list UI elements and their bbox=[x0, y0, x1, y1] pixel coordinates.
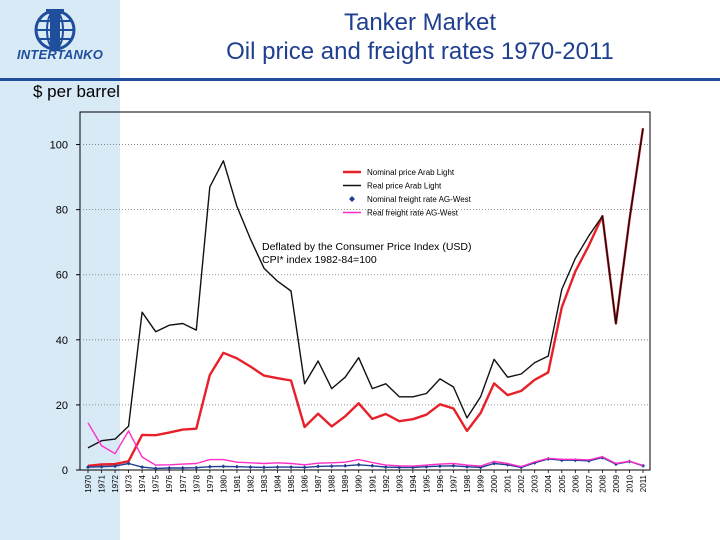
data-point bbox=[167, 466, 172, 471]
x-tick-label: 1972 bbox=[111, 474, 120, 492]
data-point bbox=[289, 465, 294, 470]
data-point bbox=[153, 466, 158, 471]
data-point bbox=[343, 463, 348, 468]
data-point bbox=[261, 465, 266, 470]
x-tick-label: 1987 bbox=[314, 474, 323, 492]
legend-label: Real price Arab Light bbox=[367, 182, 442, 191]
x-tick-label: 2001 bbox=[504, 474, 513, 492]
x-tick-label: 1976 bbox=[165, 474, 174, 492]
x-tick-label: 1990 bbox=[355, 474, 364, 492]
x-tick-label: 2004 bbox=[544, 474, 553, 492]
x-tick-label: 1971 bbox=[98, 474, 107, 492]
data-point bbox=[356, 462, 361, 467]
data-point bbox=[316, 464, 321, 469]
page-title: Tanker Market Oil price and freight rate… bbox=[130, 8, 710, 66]
brand-panel bbox=[0, 0, 120, 540]
header-rule bbox=[0, 78, 720, 81]
x-tick-label: 2007 bbox=[585, 474, 594, 492]
data-point bbox=[451, 463, 456, 468]
x-tick-label: 1973 bbox=[125, 474, 134, 492]
data-point bbox=[329, 464, 334, 469]
data-point bbox=[234, 464, 239, 469]
data-point bbox=[113, 464, 118, 469]
data-point bbox=[275, 465, 280, 470]
x-tick-label: 2009 bbox=[612, 474, 621, 492]
x-tick-label: 1977 bbox=[179, 474, 188, 492]
x-tick-label: 1999 bbox=[477, 474, 486, 492]
x-tick-label: 1991 bbox=[368, 474, 377, 492]
title-line-1: Tanker Market bbox=[343, 9, 497, 36]
x-tick-label: 2011 bbox=[639, 474, 648, 492]
x-tick-label: 1981 bbox=[233, 474, 242, 492]
x-tick-label: 1998 bbox=[463, 474, 472, 492]
x-tick-label: 2006 bbox=[571, 474, 580, 492]
y-tick-label: 80 bbox=[56, 205, 68, 217]
x-tick-label: 1979 bbox=[206, 474, 215, 492]
x-tick-label: 2000 bbox=[490, 474, 499, 492]
data-point bbox=[99, 464, 104, 469]
data-point bbox=[180, 466, 185, 471]
series-line bbox=[87, 422, 644, 468]
y-tick-label: 0 bbox=[62, 465, 68, 477]
plot-frame bbox=[79, 111, 651, 471]
title-line-2: Oil price and freight rates 1970-2011 bbox=[226, 38, 614, 65]
data-point bbox=[221, 464, 226, 469]
x-tick-label: 1994 bbox=[409, 474, 418, 492]
x-tick-label: 2003 bbox=[531, 474, 540, 492]
data-point bbox=[370, 463, 375, 468]
x-tick-label: 1988 bbox=[328, 474, 337, 492]
y-tick-label: 60 bbox=[56, 270, 68, 282]
x-tick-label: 1974 bbox=[138, 474, 147, 492]
data-point bbox=[383, 465, 388, 470]
x-tick-label: 1982 bbox=[246, 474, 255, 492]
legend-label: Nominal price Arab Light bbox=[367, 168, 455, 177]
x-tick-label: 1970 bbox=[84, 474, 93, 492]
x-tick-label: 1992 bbox=[382, 474, 391, 492]
x-tick-label: 1985 bbox=[287, 474, 296, 492]
data-point bbox=[302, 465, 307, 470]
data-point bbox=[437, 464, 442, 469]
x-tick-label: 1997 bbox=[449, 474, 458, 492]
logo-text: INTERTANKO bbox=[16, 47, 104, 62]
series-line bbox=[87, 128, 644, 449]
y-tick-label: 40 bbox=[56, 335, 68, 347]
x-tick-label: 1984 bbox=[274, 474, 283, 492]
y-tick-label: 100 bbox=[50, 140, 68, 152]
chart-annotation: CPI* index 1982-84=100 bbox=[262, 254, 377, 266]
x-tick-label: 1995 bbox=[422, 474, 431, 492]
data-point bbox=[86, 465, 90, 470]
x-tick-label: 2008 bbox=[598, 474, 607, 492]
globe-icon bbox=[34, 9, 76, 51]
x-tick-label: 1993 bbox=[395, 474, 404, 492]
legend-swatch bbox=[349, 196, 355, 202]
x-tick-label: 2010 bbox=[625, 474, 634, 492]
x-tick-label: 1986 bbox=[301, 474, 310, 492]
x-tick-label: 1996 bbox=[436, 474, 445, 492]
legend-label: Nominal freight rate AG-West bbox=[367, 195, 472, 204]
y-axis-label: $ per barrel bbox=[33, 82, 120, 101]
x-tick-label: 1975 bbox=[152, 474, 161, 492]
data-point bbox=[248, 465, 253, 470]
series-line bbox=[87, 128, 645, 467]
intertanko-logo bbox=[5, 8, 117, 74]
data-point bbox=[207, 464, 212, 469]
legend-label: Real freight rate AG-West bbox=[367, 209, 459, 218]
x-tick-label: 2005 bbox=[558, 474, 567, 492]
x-tick-label: 1978 bbox=[192, 474, 201, 492]
x-tick-label: 1989 bbox=[341, 474, 350, 492]
chart-annotation: Deflated by the Consumer Price Index (US… bbox=[262, 241, 472, 253]
data-point bbox=[194, 465, 199, 470]
data-point bbox=[126, 461, 131, 466]
y-tick-label: 20 bbox=[56, 400, 68, 412]
x-tick-label: 1980 bbox=[219, 474, 228, 492]
x-tick-label: 2002 bbox=[517, 474, 526, 492]
x-tick-label: 1983 bbox=[260, 474, 269, 492]
data-point bbox=[140, 465, 145, 470]
